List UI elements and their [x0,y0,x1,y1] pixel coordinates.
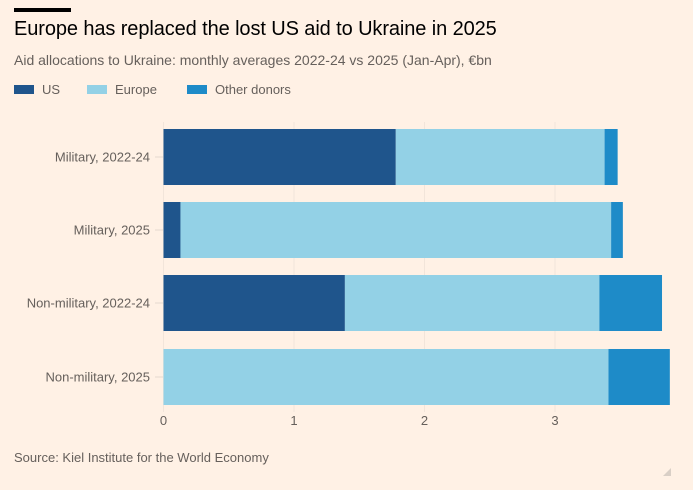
x-tick-label-3: 3 [551,413,558,428]
bar-non-military-2022-24-other-donors [599,275,663,331]
legend-swatch-us [14,85,34,94]
category-label-military-2022-24: Military, 2022-24 [55,150,150,165]
bar-non-military-2022-24-us [163,275,345,331]
bar-non-military-2025-europe [163,349,609,405]
bars [163,129,670,405]
x-tick-label-0: 0 [160,413,167,428]
legend-item-europe: Europe [87,82,187,97]
brand-top-bar [14,8,71,12]
legend-item-other-donors: Other donors [187,82,291,97]
legend-swatch-other-donors [187,85,207,94]
category-label-military-2025: Military, 2025 [74,223,150,238]
category-label-non-military-2022-24: Non-military, 2022-24 [27,296,150,311]
category-labels: Military, 2022-24 Military, 2025 Non-milit… [27,150,163,385]
legend-item-us: US [14,82,87,97]
category-label-non-military-2025: Non-military, 2025 [45,370,150,385]
chart-title: Europe has replaced the lost US aid to U… [14,18,497,40]
bar-military-2025-us [163,202,181,258]
legend-label-other-donors: Other donors [215,82,291,97]
x-tick-label-2: 2 [421,413,428,428]
bar-non-military-2025-other-donors [608,349,670,405]
legend: US Europe Other donors [14,82,291,97]
bar-non-military-2022-24-europe [344,275,600,331]
legend-swatch-europe [87,85,107,94]
legend-label-europe: Europe [115,82,157,97]
x-tick-label-1: 1 [290,413,297,428]
resize-handle-icon [663,468,671,476]
bar-military-2025-europe [180,202,612,258]
chart-subtitle: Aid allocations to Ukraine: monthly aver… [14,52,492,68]
bar-military-2025-other-donors [611,202,623,258]
x-axis-ticks: 0 1 2 3 [160,413,559,428]
source-note: Source: Kiel Institute for the World Eco… [14,450,269,465]
bar-military-2022-24-europe [395,129,605,185]
bar-military-2022-24-us [163,129,396,185]
bar-military-2022-24-other-donors [604,129,618,185]
legend-label-us: US [42,82,61,97]
